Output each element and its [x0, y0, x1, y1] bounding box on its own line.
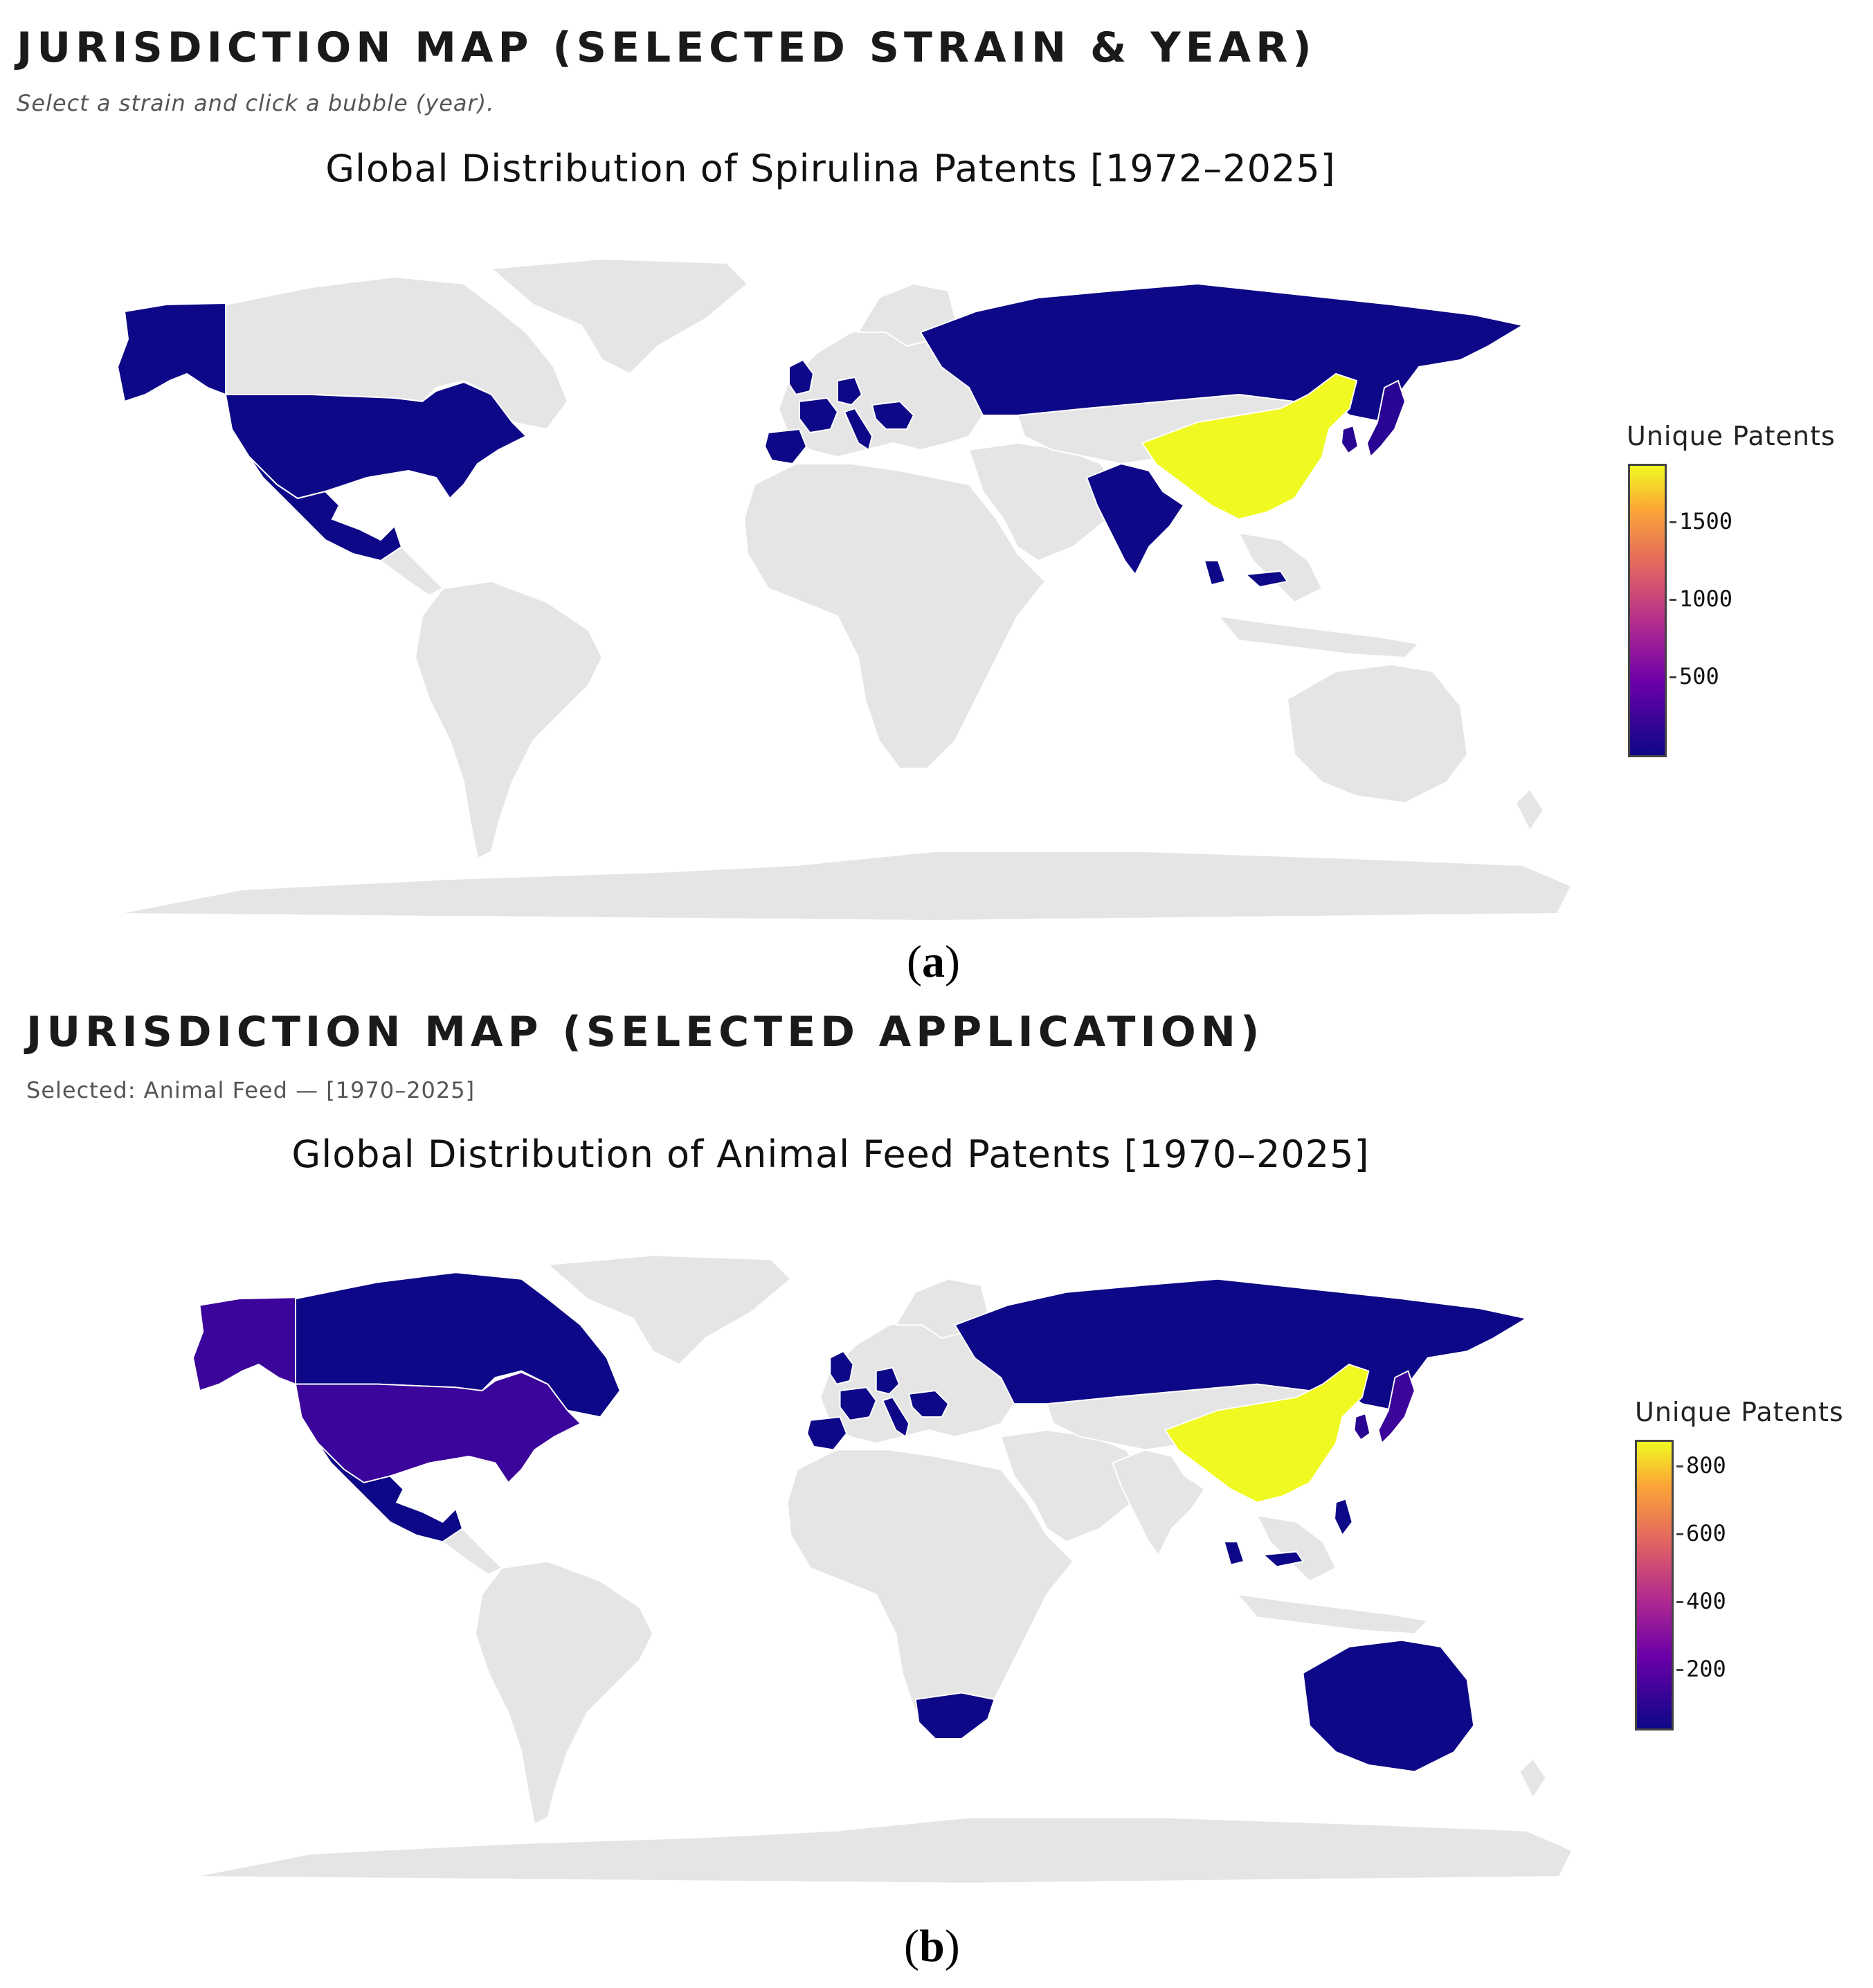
- map-highlighted-regions: [116, 282, 1525, 588]
- panel-label: (b): [904, 1921, 960, 1971]
- region-africa[interactable]: [743, 463, 1047, 769]
- panel-heading: JURISDICTION MAP (SELECTED APPLICATION): [26, 1008, 1265, 1056]
- region-korea-highlight[interactable]: [1340, 424, 1359, 455]
- region-philippines-highlight[interactable]: [1334, 1498, 1353, 1537]
- region-australia[interactable]: [1286, 663, 1469, 804]
- region-mexico-highlight[interactable]: [248, 456, 403, 562]
- colorbar-tick: 400: [1676, 1588, 1726, 1614]
- colorbar: [1635, 1440, 1674, 1731]
- region-balkans-highlight[interactable]: [871, 400, 915, 430]
- colorbar: [1628, 464, 1667, 757]
- region-africa[interactable]: [786, 1449, 1074, 1740]
- region-australia-highlight[interactable]: [1302, 1639, 1475, 1773]
- colorbar-tick: 600: [1676, 1520, 1726, 1546]
- region-germany-highlight[interactable]: [875, 1366, 901, 1395]
- region-greenland[interactable]: [489, 257, 749, 375]
- region-germany-highlight[interactable]: [837, 376, 863, 406]
- panel-b: JURISDICTION MAP (SELECTED APPLICATION) …: [0, 997, 1873, 1988]
- colorbar-tick: 500: [1670, 663, 1719, 689]
- choropleth-map: [116, 257, 1573, 922]
- region-mexico-highlight[interactable]: [317, 1443, 464, 1543]
- region-italy-highlight[interactable]: [843, 407, 874, 451]
- colorbar-title: Unique Patents: [1627, 421, 1836, 451]
- region-china-highlight[interactable]: [1164, 1364, 1370, 1503]
- region-united-kingdom-highlight[interactable]: [788, 359, 815, 396]
- region-spain-highlight[interactable]: [806, 1416, 848, 1451]
- region-alaska-highlight[interactable]: [116, 302, 226, 403]
- region-balkans-highlight[interactable]: [908, 1390, 950, 1418]
- panel-subtitle: Selected: Animal Feed — [1970–2025]: [26, 1077, 476, 1103]
- region-south-america[interactable]: [475, 1560, 654, 1825]
- region-south-africa-highlight[interactable]: [914, 1692, 995, 1740]
- colorbar-tick: 1000: [1669, 586, 1733, 612]
- region-indonesia[interactable]: [1236, 1593, 1429, 1635]
- panel-subtitle: Select a strain and click a bubble (year…: [17, 90, 495, 116]
- colorbar-tick: 800: [1676, 1452, 1726, 1479]
- region-korea-highlight[interactable]: [1353, 1413, 1371, 1441]
- panel-a: JURISDICTION MAP (SELECTED STRAIN & YEAR…: [17, 24, 1836, 987]
- region-greenland[interactable]: [546, 1254, 792, 1366]
- region-indonesia[interactable]: [1216, 615, 1421, 659]
- region-united-kingdom-highlight[interactable]: [829, 1350, 854, 1385]
- map-title: Global Distribution of Animal Feed Paten…: [291, 1132, 1370, 1176]
- region-china-highlight[interactable]: [1141, 372, 1358, 521]
- region-france-highlight[interactable]: [799, 397, 839, 434]
- region-japan-highlight[interactable]: [1366, 379, 1406, 458]
- region-new-zealand[interactable]: [1519, 1757, 1547, 1800]
- map-highlighted-regions: [192, 1272, 1528, 1773]
- choropleth-map: [192, 1254, 1573, 1884]
- region-spain-highlight[interactable]: [763, 428, 808, 465]
- region-new-zealand[interactable]: [1514, 788, 1545, 832]
- region-southeast-asia-land[interactable]: [1238, 532, 1323, 604]
- region-antarctica[interactable]: [192, 1816, 1573, 1884]
- region-india-highlight[interactable]: [1085, 462, 1185, 576]
- region-antarctica[interactable]: [117, 851, 1573, 922]
- panel-label: (a): [907, 937, 960, 987]
- region-alaska-highlight[interactable]: [192, 1296, 296, 1392]
- region-southeast-asia-highlight[interactable]: [1223, 1541, 1305, 1568]
- map-title: Global Distribution of Spirulina Patents…: [325, 147, 1336, 190]
- region-southeast-asia-land[interactable]: [1256, 1515, 1337, 1582]
- colorbar-title: Unique Patents: [1635, 1397, 1844, 1427]
- region-italy-highlight[interactable]: [881, 1396, 910, 1438]
- colorbar-tick: 1500: [1669, 508, 1733, 534]
- region-southeast-asia-highlight[interactable]: [1203, 560, 1289, 588]
- colorbar-tick: 200: [1676, 1656, 1726, 1682]
- region-france-highlight[interactable]: [839, 1386, 877, 1421]
- panel-heading: JURISDICTION MAP (SELECTED STRAIN & YEAR…: [17, 24, 1316, 72]
- region-south-america[interactable]: [414, 580, 604, 860]
- region-japan-highlight[interactable]: [1377, 1370, 1415, 1445]
- region-india[interactable]: [1112, 1449, 1206, 1557]
